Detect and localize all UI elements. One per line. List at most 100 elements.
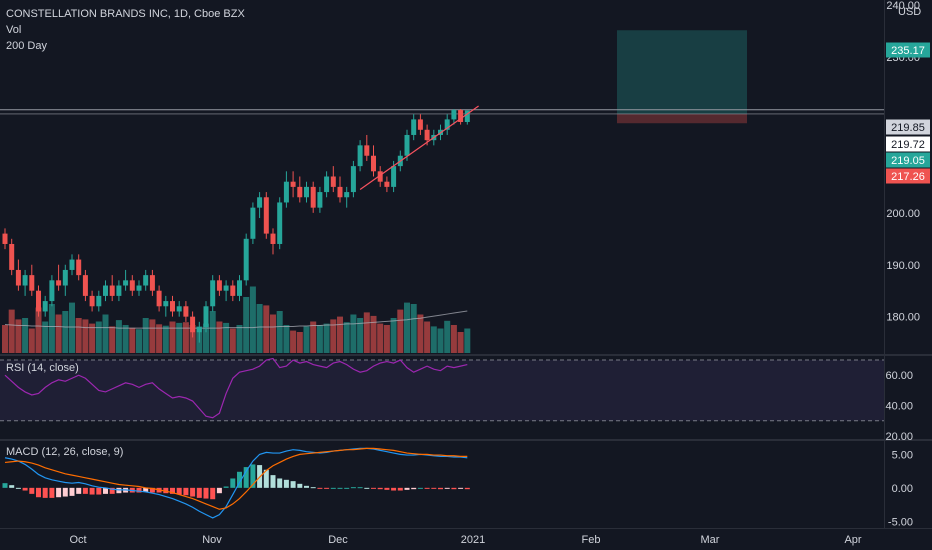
volume-bar — [397, 309, 404, 353]
macd-histogram-bar — [136, 487, 142, 493]
macd-histogram-bar — [22, 487, 28, 491]
candle-body — [304, 186, 309, 198]
volume-bar — [357, 318, 364, 353]
volume-bar — [35, 307, 42, 353]
macd-histogram-bar — [391, 487, 397, 491]
macd-histogram-bar — [304, 485, 309, 488]
macd-histogram-bar — [2, 483, 8, 488]
volume-bar — [82, 319, 89, 353]
volume-bar — [15, 319, 22, 353]
price-axis-tick: 180.00 — [886, 312, 920, 324]
macd-histogram-bar — [203, 487, 209, 499]
candle-body — [357, 145, 363, 167]
macd-histogram-bar — [263, 469, 269, 488]
price-label: 219.72 — [891, 139, 925, 151]
macd-histogram-bar — [15, 487, 21, 489]
volume-bar — [169, 321, 176, 353]
volume-bar — [142, 318, 149, 353]
volume-bar — [28, 328, 35, 353]
volume-bar — [343, 322, 350, 353]
candle-body — [377, 171, 383, 182]
ma200-legend: 200 Day — [6, 40, 47, 52]
candle-body — [2, 233, 8, 244]
candle-body — [411, 119, 417, 135]
time-axis-tick: Oct — [69, 534, 86, 546]
price-label: 217.26 — [891, 171, 925, 183]
volume-bar — [55, 314, 62, 353]
candle-body — [270, 233, 276, 244]
volume-bar — [102, 314, 109, 353]
volume-bar — [424, 321, 431, 353]
volume-bar — [256, 304, 263, 353]
candle-body — [116, 285, 122, 296]
macd-histogram-bar — [350, 487, 356, 489]
macd-histogram-bar — [103, 487, 108, 494]
price-axis-tick: 190.00 — [886, 260, 920, 272]
candle-body — [15, 269, 21, 286]
candle-body — [149, 275, 155, 291]
macd-signal-line — [4, 447, 468, 510]
candle-body — [371, 155, 376, 172]
candle-body — [196, 327, 202, 333]
volume-bar — [383, 325, 390, 353]
candle-body — [56, 280, 62, 286]
volume-bar — [223, 322, 230, 353]
macd-histogram-bar — [417, 487, 423, 489]
volume-bar — [2, 325, 8, 353]
volume-bar — [290, 330, 297, 353]
candle-body — [283, 181, 289, 203]
macd-histogram-bar — [451, 487, 457, 490]
macd-histogram-bar — [190, 487, 196, 497]
volume-bar — [229, 328, 236, 353]
macd-histogram-bar — [411, 487, 417, 490]
macd-histogram-bar — [250, 464, 256, 488]
macd-histogram-bar — [9, 485, 15, 488]
candle-body — [243, 238, 249, 281]
candle-body — [290, 181, 296, 187]
volume-bar — [263, 305, 270, 353]
volume-bar — [404, 302, 410, 353]
volume-bar — [337, 316, 343, 353]
volume-bar — [109, 326, 116, 353]
position-stop-zone — [617, 113, 747, 124]
macd-histogram-bar — [223, 486, 229, 488]
volume-bar — [283, 325, 290, 353]
macd-histogram-bar — [163, 487, 169, 494]
macd-histogram-bar — [230, 478, 236, 488]
volume-bar — [182, 322, 189, 353]
volume-bar — [176, 322, 183, 353]
volume-bar — [243, 297, 250, 353]
macd-histogram-bar — [431, 487, 437, 489]
candle-body — [62, 269, 68, 286]
time-axis-tick: Mar — [701, 534, 720, 546]
candle-body — [257, 197, 263, 208]
macd-histogram-bar — [397, 487, 403, 491]
macd-histogram-bar — [49, 487, 55, 498]
candle-body — [156, 290, 162, 307]
trend-line — [359, 105, 479, 190]
volume-bar — [136, 329, 142, 353]
macd-axis-tick: -5.00 — [888, 516, 913, 528]
candle-body — [464, 110, 470, 122]
candle-body — [444, 119, 450, 130]
volume-bar — [444, 320, 451, 353]
candle-body — [417, 119, 423, 130]
volume-bar — [48, 304, 55, 353]
price-axis-tick: 200.00 — [886, 208, 920, 220]
candle-body — [424, 129, 430, 141]
macd-histogram-bar — [42, 487, 48, 498]
volume-bar — [457, 332, 464, 353]
macd-legend: MACD (12, 26, close, 9) — [6, 446, 124, 458]
candle-body — [129, 280, 135, 291]
volume-bar — [350, 314, 357, 353]
macd-histogram-bar — [29, 487, 35, 494]
time-axis-tick: Dec — [328, 534, 348, 546]
candle-body — [210, 280, 216, 307]
macd-histogram-bar — [364, 487, 370, 489]
price-label: 219.05 — [891, 155, 925, 167]
macd-histogram-bar — [89, 487, 95, 495]
volume-bar — [62, 311, 69, 353]
candle-body — [384, 181, 390, 187]
macd-histogram-bar — [324, 487, 330, 489]
